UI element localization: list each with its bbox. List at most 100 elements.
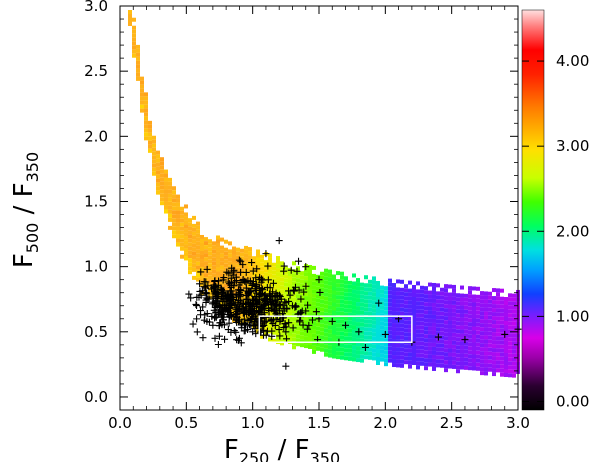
- data-point: [222, 291, 230, 299]
- density-cell: [476, 294, 480, 299]
- density-cell: [504, 309, 508, 314]
- density-cell: [296, 294, 300, 299]
- density-cell: [484, 307, 488, 312]
- density-cell: [476, 346, 480, 351]
- density-cell: [160, 173, 164, 178]
- density-cell: [416, 281, 420, 286]
- density-cell: [300, 343, 304, 348]
- density-cell: [500, 312, 504, 317]
- density-cell: [228, 261, 232, 266]
- density-cell: [332, 290, 336, 295]
- density-cell: [404, 288, 408, 293]
- density-cell: [408, 332, 412, 337]
- density-cell: [472, 366, 476, 371]
- density-cell: [468, 294, 472, 299]
- density-cell: [344, 332, 348, 337]
- data-point: [225, 269, 233, 277]
- data-point: [245, 289, 253, 297]
- density-cell: [176, 242, 180, 247]
- density-cell: [380, 345, 384, 350]
- density-cell: [308, 320, 312, 325]
- density-cell: [408, 280, 412, 285]
- density-cell: [480, 323, 484, 328]
- density-cell: [476, 298, 480, 303]
- density-cell: [280, 285, 284, 290]
- density-cell: [492, 344, 496, 349]
- density-cell: [308, 272, 312, 277]
- density-cell: [340, 319, 344, 324]
- density-cell: [404, 284, 408, 289]
- density-cell: [384, 318, 388, 323]
- density-cell: [400, 343, 404, 348]
- density-cell: [480, 331, 484, 336]
- density-cell: [460, 329, 464, 334]
- density-cell: [392, 287, 396, 292]
- density-cell: [308, 332, 312, 337]
- density-cell: [336, 271, 340, 276]
- data-point: [261, 313, 269, 321]
- density-cell: [480, 343, 484, 348]
- density-cell: [188, 270, 192, 275]
- data-point: [282, 362, 290, 370]
- density-cell: [344, 352, 348, 357]
- density-cell: [344, 328, 348, 333]
- density-cell: [496, 316, 500, 321]
- density-cell: [328, 353, 332, 358]
- density-cell: [256, 281, 260, 286]
- density-cell: [436, 339, 440, 344]
- density-cell: [284, 274, 288, 279]
- density-cell: [492, 316, 496, 321]
- density-cell: [404, 348, 408, 353]
- density-cell: [152, 139, 156, 144]
- data-point: [237, 257, 245, 265]
- density-cell: [268, 269, 272, 274]
- density-cell: [220, 273, 224, 278]
- density-cell: [420, 293, 424, 298]
- density-cell: [384, 310, 388, 315]
- density-cell: [188, 242, 192, 247]
- data-point: [297, 295, 305, 303]
- density-cell: [460, 309, 464, 314]
- density-cell: [340, 343, 344, 348]
- density-cell: [268, 337, 272, 342]
- density-cell: [380, 321, 384, 326]
- data-point: [235, 256, 243, 264]
- density-cell: [476, 330, 480, 335]
- density-cell: [400, 327, 404, 332]
- density-cell: [372, 300, 376, 305]
- density-cell: [340, 331, 344, 336]
- density-cell: [396, 331, 400, 336]
- density-cell: [500, 324, 504, 329]
- density-cell: [460, 365, 464, 370]
- density-cell: [300, 287, 304, 292]
- density-cell: [228, 257, 232, 262]
- density-cell: [288, 327, 292, 332]
- density-cell: [216, 243, 220, 248]
- density-cell: [308, 312, 312, 317]
- density-cell: [132, 41, 136, 46]
- density-cell: [468, 334, 472, 339]
- x-tick-label: 3.0: [506, 414, 530, 432]
- density-cell: [452, 364, 456, 369]
- density-cell: [328, 277, 332, 282]
- density-cell: [216, 239, 220, 244]
- density-cell: [336, 315, 340, 320]
- density-cell: [388, 298, 392, 303]
- density-cell: [188, 258, 192, 263]
- density-cell: [460, 361, 464, 366]
- density-cell: [336, 323, 340, 328]
- density-cell: [492, 332, 496, 337]
- density-cell: [324, 336, 328, 341]
- density-cell: [408, 360, 412, 365]
- density-cell: [180, 218, 184, 223]
- data-point: [296, 309, 304, 317]
- density-cell: [436, 363, 440, 368]
- density-cell: [332, 330, 336, 335]
- density-cell: [328, 309, 332, 314]
- density-cell: [188, 226, 192, 231]
- density-cell: [280, 265, 284, 270]
- density-cell: [372, 292, 376, 297]
- density-cell: [444, 304, 448, 309]
- density-cell: [428, 330, 432, 335]
- density-cell: [368, 323, 372, 328]
